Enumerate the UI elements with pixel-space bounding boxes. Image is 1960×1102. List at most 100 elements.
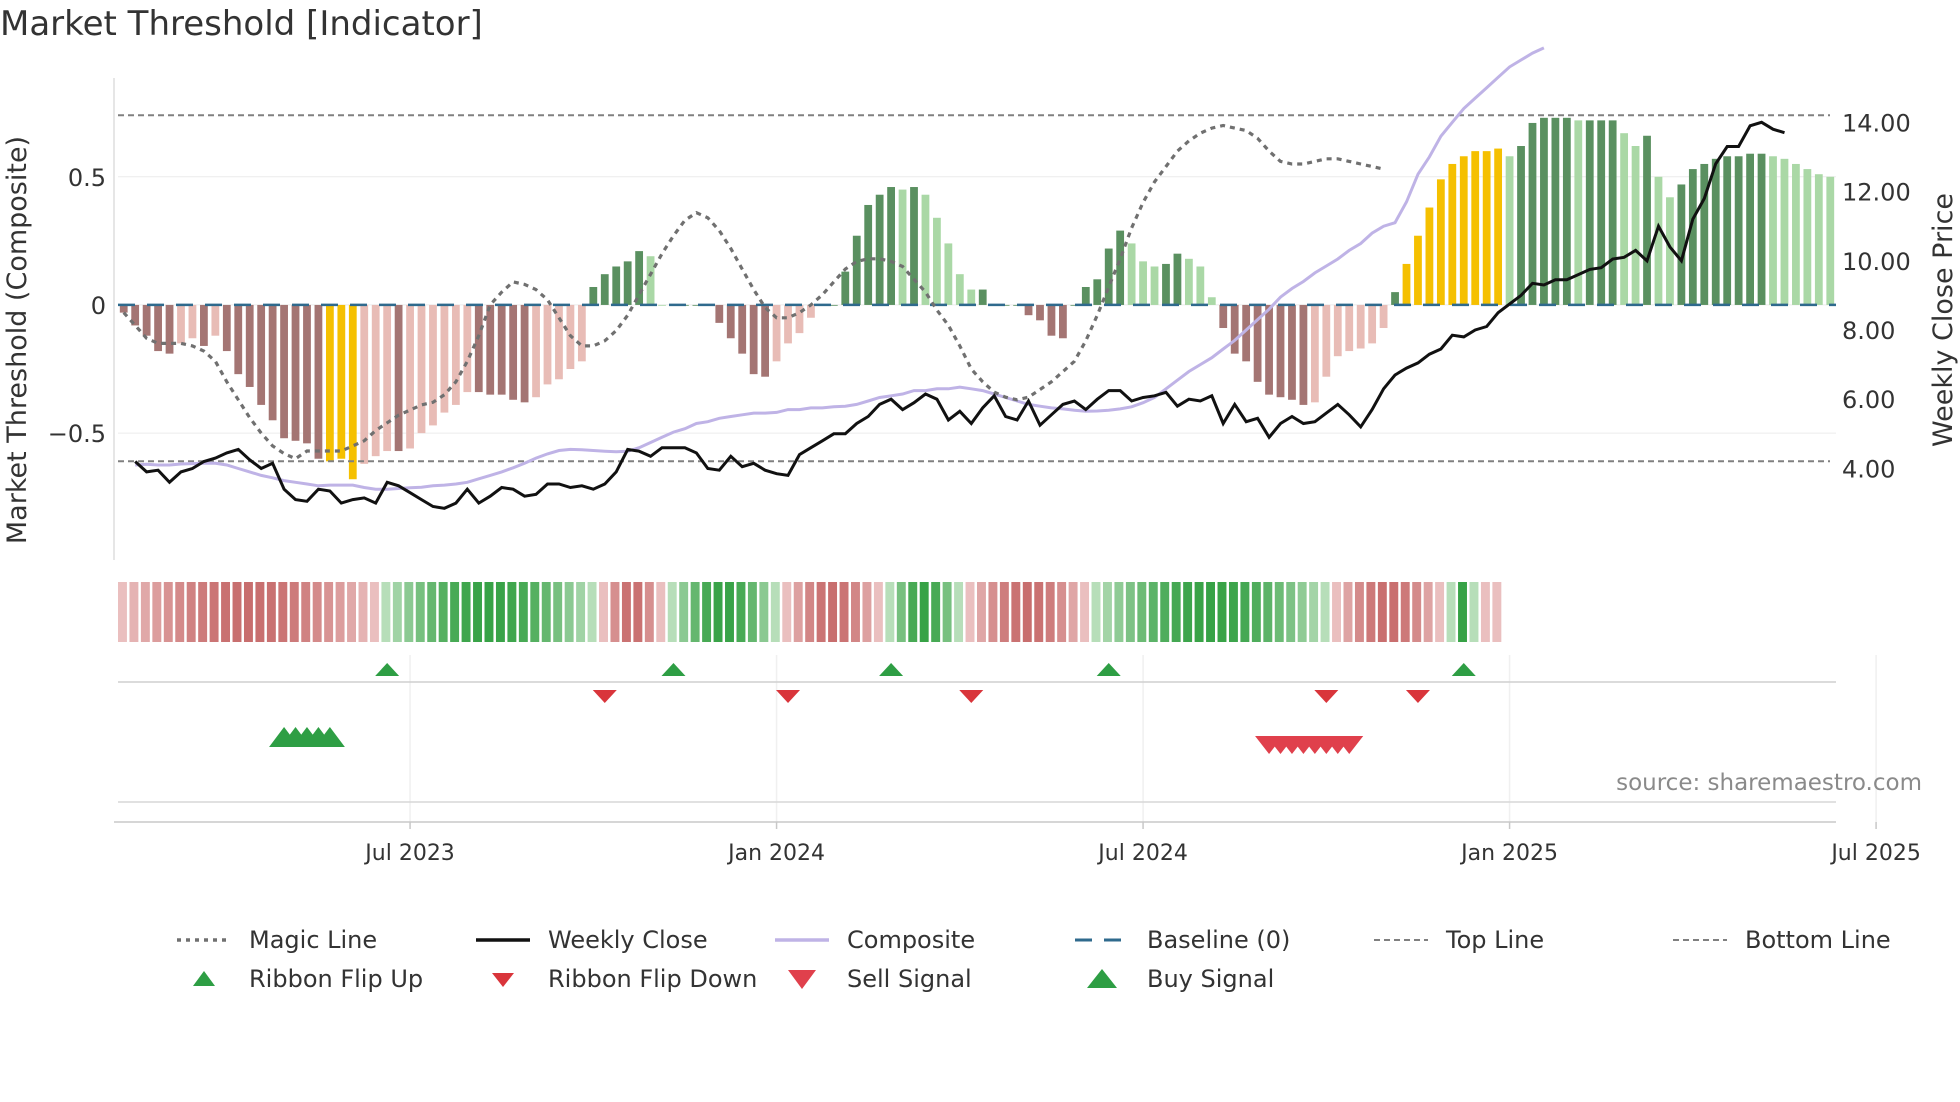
composite-bar bbox=[1482, 151, 1491, 305]
grid-lines bbox=[118, 176, 1877, 822]
composite-bar bbox=[841, 271, 850, 305]
composite-bar bbox=[623, 261, 632, 305]
chart-title: Market Threshold [Indicator] bbox=[0, 4, 483, 44]
composite-bar bbox=[188, 304, 197, 339]
ribbon-cell bbox=[541, 582, 551, 642]
triangle-down-icon bbox=[492, 973, 514, 987]
ribbon-cell bbox=[1366, 582, 1376, 642]
ribbon-cell bbox=[839, 582, 849, 642]
ribbon-cell bbox=[1423, 582, 1433, 642]
ribbon-cell bbox=[450, 582, 460, 642]
composite-bar bbox=[1184, 258, 1193, 305]
composite-bar bbox=[165, 304, 174, 354]
legend-label: Ribbon Flip Down bbox=[548, 965, 758, 993]
composite-bar bbox=[1139, 261, 1147, 305]
ribbon-cell bbox=[347, 582, 357, 642]
composite-bar bbox=[348, 304, 357, 480]
ribbon-cell bbox=[1469, 582, 1479, 642]
composite-bar bbox=[200, 304, 208, 346]
ribbon-cell bbox=[301, 582, 311, 642]
ribbon-cell bbox=[369, 582, 379, 642]
ribbon-cell bbox=[1274, 582, 1284, 642]
legend-magic-line: Magic Line bbox=[175, 926, 377, 954]
x-tick-label: Jul 2024 bbox=[1096, 841, 1188, 866]
composite-bar bbox=[360, 304, 369, 464]
composite-bar bbox=[921, 194, 930, 305]
ribbon-cell bbox=[140, 582, 150, 642]
ribbon-cell bbox=[782, 582, 792, 642]
magic-line bbox=[122, 123, 1384, 461]
composite-bar bbox=[1414, 235, 1422, 305]
composite-bar bbox=[394, 304, 403, 452]
ribbon-cell bbox=[255, 582, 265, 642]
ribbon-cell bbox=[129, 582, 139, 642]
ribbon-cell bbox=[908, 582, 918, 642]
composite-bar bbox=[1116, 230, 1125, 305]
ribbon-cell bbox=[1354, 582, 1364, 642]
composite-bar bbox=[577, 304, 586, 362]
x-tick-label: Jan 2025 bbox=[1459, 841, 1558, 866]
signal-markers bbox=[114, 663, 1836, 823]
ribbon-cell bbox=[232, 582, 242, 642]
chart-canvas: 0.5 0 −0.5 14.00 12.00 10.00 8.00 6.00 4.00 Jul 2… bbox=[2, 46, 1959, 866]
ribbon-cell bbox=[885, 582, 895, 642]
legend-buy-signal: Buy Signal bbox=[1073, 965, 1274, 993]
ribbon-cell bbox=[1183, 582, 1193, 642]
ribbon-cell bbox=[999, 582, 1009, 642]
ribbon-cell bbox=[1137, 582, 1147, 642]
composite-bar bbox=[257, 304, 266, 405]
composite-bar bbox=[955, 274, 964, 305]
composite-bar bbox=[303, 304, 311, 444]
composite-bar bbox=[1127, 243, 1136, 305]
ribbon-cell bbox=[1171, 582, 1181, 642]
ribbon-strip bbox=[118, 582, 1502, 642]
ribbon-cell bbox=[1194, 582, 1204, 642]
composite-bar bbox=[1070, 304, 1079, 306]
sell-triangle-icon bbox=[788, 970, 816, 989]
ribbon-cell bbox=[392, 582, 402, 642]
ribbon-flip-up-marker bbox=[1451, 663, 1476, 676]
composite-bar bbox=[154, 304, 162, 352]
weekly-close-line bbox=[134, 120, 1785, 510]
composite-bar bbox=[1173, 253, 1182, 305]
legend-bottom-line: Bottom Line bbox=[1671, 926, 1891, 954]
legend-ribbon-flip-down: Ribbon Flip Down bbox=[474, 965, 757, 993]
composite-bar bbox=[1700, 163, 1709, 305]
composite-bar bbox=[1024, 304, 1033, 316]
composite-bar bbox=[1150, 266, 1159, 305]
composite-bar bbox=[692, 304, 701, 306]
composite-bar bbox=[371, 304, 380, 457]
ribbon-cell bbox=[1148, 582, 1158, 642]
ribbon-cell bbox=[977, 582, 986, 642]
composite-bar bbox=[1242, 304, 1251, 362]
ribbon-cell bbox=[1389, 582, 1399, 642]
composite-bar bbox=[1379, 304, 1388, 329]
ribbon-cell bbox=[495, 582, 505, 642]
ribbon-cell bbox=[621, 582, 631, 642]
ribbon-cell bbox=[1114, 582, 1124, 642]
triangle-up-icon bbox=[193, 971, 215, 986]
composite-bar bbox=[1276, 304, 1285, 398]
ribbon-cell bbox=[1480, 582, 1490, 642]
ribbon-flip-down-marker bbox=[776, 690, 801, 703]
legend-weekly-close: Weekly Close bbox=[474, 926, 708, 954]
composite-bar bbox=[1620, 133, 1629, 305]
ribbon-cell bbox=[175, 582, 185, 642]
y2-tick-label: 6.00 bbox=[1842, 386, 1895, 414]
composite-bar bbox=[749, 304, 758, 375]
composite-bar bbox=[761, 304, 770, 377]
composite-bar bbox=[1059, 304, 1067, 339]
composite-bar bbox=[429, 304, 437, 426]
source-note: source: sharemaestro.com bbox=[1616, 770, 1922, 796]
composite-bar bbox=[967, 289, 976, 305]
y2-tick-label: 8.00 bbox=[1842, 317, 1895, 345]
legend-sell-signal: Sell Signal bbox=[773, 965, 972, 993]
composite-bar bbox=[1608, 120, 1617, 305]
ribbon-cell bbox=[1160, 582, 1170, 642]
ribbon-cell bbox=[965, 582, 975, 642]
ribbon-cell bbox=[1332, 582, 1341, 642]
series-lines bbox=[118, 46, 1836, 510]
buy-signal-marker bbox=[314, 727, 345, 747]
ribbon-cell bbox=[278, 582, 288, 642]
ribbon-cell bbox=[1102, 582, 1112, 642]
